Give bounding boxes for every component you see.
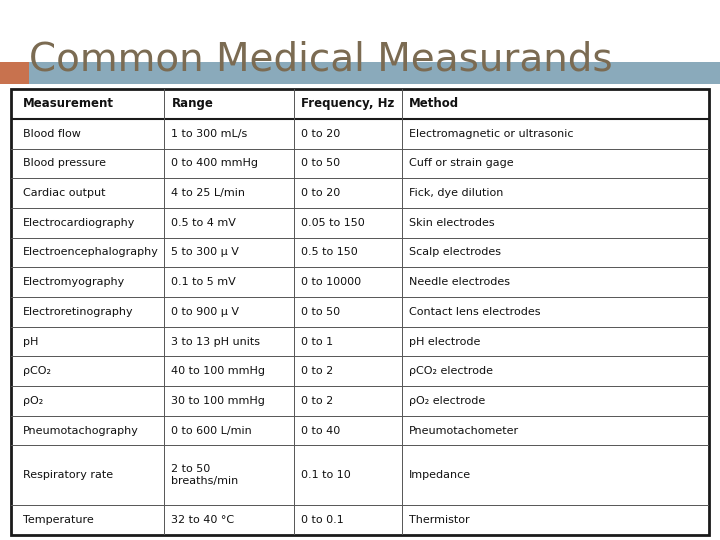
Text: Blood pressure: Blood pressure bbox=[22, 158, 106, 168]
Text: 0 to 1: 0 to 1 bbox=[301, 336, 333, 347]
Text: pH: pH bbox=[22, 336, 38, 347]
Text: Electromagnetic or ultrasonic: Electromagnetic or ultrasonic bbox=[409, 129, 573, 139]
Text: 0 to 2: 0 to 2 bbox=[301, 366, 333, 376]
Text: 0 to 40: 0 to 40 bbox=[301, 426, 340, 436]
Text: Cardiac output: Cardiac output bbox=[22, 188, 105, 198]
Text: Electrocardiography: Electrocardiography bbox=[22, 218, 135, 228]
Text: 3 to 13 pH units: 3 to 13 pH units bbox=[171, 336, 261, 347]
Text: Measurement: Measurement bbox=[22, 97, 114, 111]
Text: Skin electrodes: Skin electrodes bbox=[409, 218, 495, 228]
Text: 32 to 40 °C: 32 to 40 °C bbox=[171, 515, 235, 525]
Text: 0 to 2: 0 to 2 bbox=[301, 396, 333, 406]
Text: Range: Range bbox=[171, 97, 213, 111]
Text: 0 to 50: 0 to 50 bbox=[301, 307, 340, 317]
Text: 40 to 100 mmHg: 40 to 100 mmHg bbox=[171, 366, 266, 376]
Text: Thermistor: Thermistor bbox=[409, 515, 469, 525]
Text: Electromyography: Electromyography bbox=[22, 277, 125, 287]
Text: Contact lens electrodes: Contact lens electrodes bbox=[409, 307, 541, 317]
Text: Needle electrodes: Needle electrodes bbox=[409, 277, 510, 287]
Text: ρCO₂ electrode: ρCO₂ electrode bbox=[409, 366, 493, 376]
Text: Impedance: Impedance bbox=[409, 470, 471, 480]
Text: 0 to 50: 0 to 50 bbox=[301, 158, 340, 168]
Text: Pneumotachometer: Pneumotachometer bbox=[409, 426, 519, 436]
Text: 0 to 20: 0 to 20 bbox=[301, 129, 340, 139]
Text: Temperature: Temperature bbox=[22, 515, 94, 525]
Text: Pneumotachography: Pneumotachography bbox=[22, 426, 138, 436]
Text: 1 to 300 mL/s: 1 to 300 mL/s bbox=[171, 129, 248, 139]
Text: 0.05 to 150: 0.05 to 150 bbox=[301, 218, 364, 228]
Text: 0 to 400 mmHg: 0 to 400 mmHg bbox=[171, 158, 258, 168]
Text: Method: Method bbox=[409, 97, 459, 111]
Text: pH electrode: pH electrode bbox=[409, 336, 480, 347]
Text: ρCO₂: ρCO₂ bbox=[22, 366, 50, 376]
Text: 5 to 300 μ V: 5 to 300 μ V bbox=[171, 247, 239, 258]
Text: ρO₂: ρO₂ bbox=[22, 396, 43, 406]
Text: Fick, dye dilution: Fick, dye dilution bbox=[409, 188, 503, 198]
Text: 0 to 900 μ V: 0 to 900 μ V bbox=[171, 307, 240, 317]
Text: Respiratory rate: Respiratory rate bbox=[22, 470, 113, 480]
Text: Blood flow: Blood flow bbox=[22, 129, 81, 139]
Text: 0 to 10000: 0 to 10000 bbox=[301, 277, 361, 287]
Text: 0.5 to 4 mV: 0.5 to 4 mV bbox=[171, 218, 236, 228]
Text: Electroretinography: Electroretinography bbox=[22, 307, 133, 317]
Text: 0 to 600 L/min: 0 to 600 L/min bbox=[171, 426, 252, 436]
Text: Common Medical Measurands: Common Medical Measurands bbox=[29, 40, 613, 78]
Text: 4 to 25 L/min: 4 to 25 L/min bbox=[171, 188, 246, 198]
Text: 2 to 50
breaths/min: 2 to 50 breaths/min bbox=[171, 464, 239, 486]
Text: ρO₂ electrode: ρO₂ electrode bbox=[409, 396, 485, 406]
Text: Cuff or strain gage: Cuff or strain gage bbox=[409, 158, 513, 168]
Text: Scalp electrodes: Scalp electrodes bbox=[409, 247, 501, 258]
Text: 30 to 100 mmHg: 30 to 100 mmHg bbox=[171, 396, 265, 406]
Text: 0.5 to 150: 0.5 to 150 bbox=[301, 247, 357, 258]
Text: 0 to 20: 0 to 20 bbox=[301, 188, 340, 198]
Text: 0.1 to 10: 0.1 to 10 bbox=[301, 470, 351, 480]
Text: Electroencephalography: Electroencephalography bbox=[22, 247, 158, 258]
Text: 0 to 0.1: 0 to 0.1 bbox=[301, 515, 343, 525]
Text: Frequency, Hz: Frequency, Hz bbox=[301, 97, 394, 111]
Text: 0.1 to 5 mV: 0.1 to 5 mV bbox=[171, 277, 236, 287]
